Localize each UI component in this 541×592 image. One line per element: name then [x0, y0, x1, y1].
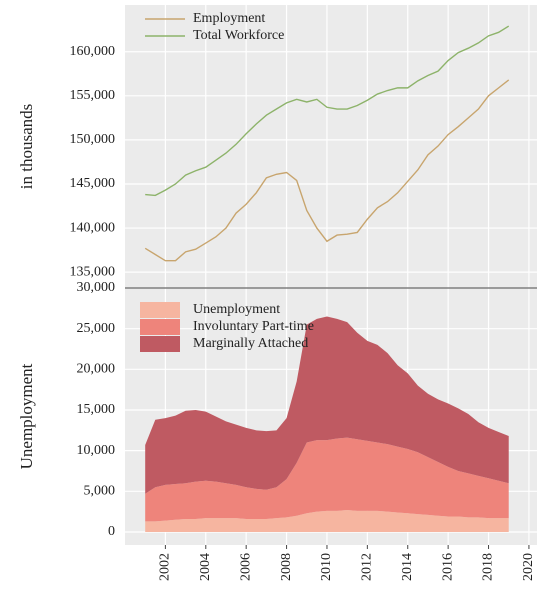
- x-tick-label: 2016: [440, 553, 455, 581]
- area: [145, 510, 509, 532]
- legend-label: Unemployment: [193, 302, 280, 317]
- area: [145, 437, 509, 522]
- y-tick-label: 30,000: [77, 280, 116, 295]
- series-line: [145, 25, 510, 197]
- x-tick-label: 2018: [481, 553, 496, 581]
- series-line: [144, 79, 510, 262]
- y-tick-label: 135,000: [70, 264, 116, 279]
- y-tick-label: 5,000: [84, 484, 116, 499]
- x-tick-label: 2004: [198, 553, 213, 581]
- legend-swatch: [140, 336, 180, 352]
- x-tick-label: 2014: [400, 553, 415, 581]
- y-tick-label: 0: [108, 524, 115, 539]
- x-tick-label: 2020: [521, 553, 536, 581]
- x-tick-label: 2010: [319, 553, 334, 581]
- x-tick-label: 2008: [279, 553, 294, 581]
- y-tick-label: 160,000: [70, 44, 116, 59]
- y-axis-label: in thousands: [17, 104, 36, 189]
- y-tick-label: 145,000: [70, 176, 116, 191]
- y-tick-label: 10,000: [77, 443, 116, 458]
- y-tick-label: 20,000: [77, 362, 116, 377]
- area: [145, 316, 509, 494]
- legend-label: Marginally Attached: [193, 336, 308, 351]
- x-tick-label: 2006: [238, 553, 253, 581]
- x-tick-label: 2002: [158, 553, 173, 581]
- legend-swatch: [140, 302, 180, 318]
- y-tick-label: 25,000: [77, 321, 116, 336]
- legend-label: Involuntary Part-time: [193, 319, 314, 334]
- y-tick-label: 140,000: [70, 220, 116, 235]
- plot-background: [125, 5, 537, 288]
- y-tick-label: 155,000: [70, 88, 116, 103]
- legend-label: Employment: [193, 11, 265, 26]
- legend-label: Total Workforce: [193, 28, 284, 43]
- x-tick-label: 2012: [360, 553, 375, 581]
- y-tick-label: 150,000: [70, 132, 116, 147]
- y-tick-label: 15,000: [77, 402, 116, 417]
- y-axis-label: Unemployment: [17, 363, 36, 469]
- legend-swatch: [140, 319, 180, 335]
